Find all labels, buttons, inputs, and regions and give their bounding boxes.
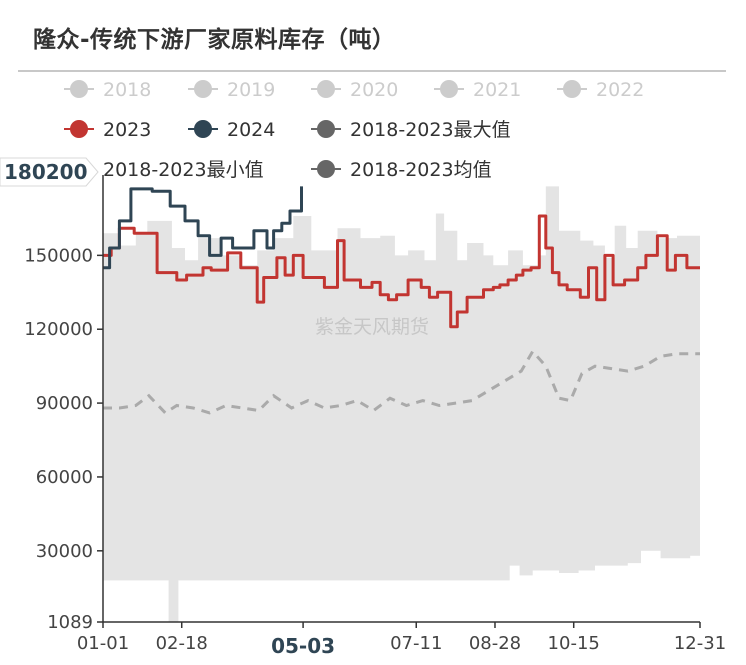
- legend-label: 2019: [227, 79, 275, 101]
- legend-label: 2018-2023均值: [350, 159, 492, 181]
- legend[interactable]: 2018 2019 2020 2021 2022 2023 2024 2018-2023最大值…: [64, 79, 644, 181]
- legend-label: 2021: [473, 79, 521, 101]
- chart-title: 隆众-传统下游厂家原料库存（吨）: [33, 27, 396, 53]
- x-tick-label: 08-28: [469, 633, 521, 654]
- legend-item-2024[interactable]: 2024: [188, 119, 275, 141]
- legend-dot-icon: [563, 80, 581, 98]
- legend-label: 2018: [103, 79, 151, 101]
- y-tick-label: 1089: [47, 612, 93, 633]
- y-tick-label: 60000: [36, 467, 93, 488]
- y-pointer-box: [0, 157, 99, 187]
- legend-item-2018[interactable]: 2018: [64, 79, 151, 101]
- y-tick-label: 120000: [24, 319, 93, 340]
- series-line-2018-2023-avg: [103, 348, 700, 415]
- legend-dot-icon: [440, 80, 458, 98]
- y-pointer-label: 180200: [4, 160, 88, 184]
- x-tick-label: 07-11: [390, 633, 442, 654]
- y-tick-label: 150000: [24, 245, 93, 266]
- y-tick-label: 30000: [36, 541, 93, 562]
- x-pointer-label: 05-03: [271, 634, 335, 658]
- y-tick-label: 90000: [36, 393, 93, 414]
- x-tick-label: 01-01: [77, 633, 129, 654]
- legend-item-2022[interactable]: 2022: [557, 79, 644, 101]
- legend-label: 2018-2023最小值: [103, 159, 264, 181]
- legend-label: 2022: [596, 79, 644, 101]
- series-line-2023: [103, 214, 700, 329]
- plot-area: [103, 186, 700, 622]
- axis-pointers: 05-03 180200: [0, 157, 340, 660]
- legend-label: 2018-2023最大值: [350, 119, 511, 141]
- legend-label: 2023: [103, 119, 151, 141]
- legend-label: 2020: [350, 79, 398, 101]
- legend-dot-icon: [194, 80, 212, 98]
- series-line-2024: [103, 186, 303, 270]
- x-pointer-box: [267, 630, 340, 660]
- legend-label: 2024: [227, 119, 275, 141]
- title-divider: [18, 70, 726, 72]
- legend-item-2018-2023[interactable]: 2018-2023均值: [311, 159, 492, 181]
- x-tick-label: 12-31: [674, 633, 726, 654]
- legend-item-2020[interactable]: 2020: [311, 79, 398, 101]
- legend-item-2019[interactable]: 2019: [188, 79, 275, 101]
- x-tick-label: 02-18: [156, 633, 208, 654]
- legend-item-2021[interactable]: 2021: [434, 79, 521, 101]
- legend-item-2018-2023[interactable]: 2018-2023最大值: [311, 119, 511, 141]
- legend-dot-icon: [317, 120, 335, 138]
- x-tick-label: 10-15: [548, 633, 600, 654]
- legend-item-2023[interactable]: 2023: [64, 119, 151, 141]
- watermark-text: 紫金天风期货: [315, 316, 429, 338]
- legend-dot-icon: [194, 120, 212, 138]
- legend-dot-icon: [317, 160, 335, 178]
- legend-dot-icon: [70, 80, 88, 98]
- legend-dot-icon: [317, 80, 335, 98]
- legend-dot-icon: [70, 120, 88, 138]
